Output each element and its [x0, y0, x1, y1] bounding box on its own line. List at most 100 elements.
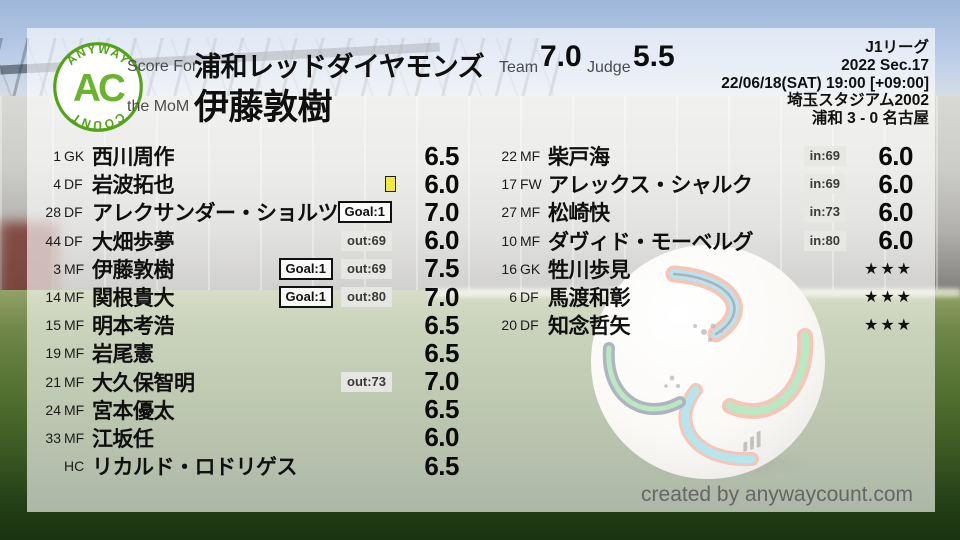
player-row: 27 MF 松崎快 in:73 6.0: [495, 197, 913, 227]
player-number: 24: [45, 401, 61, 418]
player-position: MF: [520, 204, 541, 221]
goal-badge: Goal:1: [278, 257, 333, 280]
team-name: 浦和レッドダイヤモンズ: [194, 52, 485, 82]
player-rating: 6.5: [424, 394, 459, 425]
unrated-stars: ★★★: [863, 317, 913, 335]
substitution-badge: out:69: [341, 230, 392, 251]
player-rating: 6.5: [424, 309, 459, 340]
player-position: DF: [64, 204, 83, 221]
player-rating: 6.0: [878, 168, 913, 199]
player-row: 16 GK 牲川歩見 ★★★: [495, 255, 913, 283]
player-name: アレクサンダー・ショルツ: [92, 202, 338, 226]
player-position: MF: [64, 429, 85, 446]
player-badges: in:73: [803, 202, 846, 223]
player-position: DF: [520, 317, 539, 334]
substitution-badge: out:80: [341, 287, 392, 308]
player-name: 宮本優太: [92, 399, 175, 423]
player-row: 15 MF 明本考浩 6.5: [35, 309, 459, 340]
player-number: 10: [501, 232, 517, 249]
player-number: 3: [53, 260, 61, 277]
player-name: 馬渡和彰: [548, 287, 631, 311]
season-section: 2022 Sec.17: [841, 56, 929, 74]
player-position: GK: [64, 148, 85, 165]
player-row: 21 MF 大久保智明 out:73 7.0: [35, 366, 459, 397]
player-row: HC リカルド・ロドリゲス 6.5: [35, 450, 460, 481]
mom-name: 伊藤敦樹: [194, 88, 333, 127]
player-number: 21: [45, 373, 61, 390]
player-rating: 7.5: [424, 253, 459, 284]
venue-name: 埼玉スタジアム2002: [787, 92, 929, 110]
player-position: DF: [64, 232, 83, 249]
player-number: 14: [45, 289, 61, 306]
player-rating: 6.5: [424, 337, 459, 368]
substitution-badge: in:69: [803, 146, 846, 167]
player-name: 岩尾憲: [92, 343, 154, 367]
player-number: 17: [501, 176, 517, 193]
player-position: MF: [64, 289, 85, 306]
player-number: 27: [501, 204, 517, 221]
player-row: 20 DF 知念哲矢 ★★★: [495, 311, 913, 339]
player-rating: 6.0: [424, 422, 459, 453]
player-name: ダヴィド・モーベルグ: [548, 230, 753, 254]
player-position: DF: [64, 176, 83, 193]
judge-score-label: Judge: [587, 59, 631, 76]
player-name: 牲川歩見: [548, 258, 631, 282]
starters-list: 1 GK 西川周作 6.5 4 DF 岩波拓也 6.0 28 DF アレクサンダー・ショルツ Goal…: [35, 141, 460, 481]
player-number: 16: [501, 260, 517, 277]
player-number: 6: [509, 289, 517, 306]
logo-monogram: AC: [73, 67, 125, 110]
player-name: アレックス・シャルク: [548, 174, 753, 198]
player-number: 28: [45, 204, 61, 221]
player-number: 19: [45, 345, 61, 362]
player-badges: Goal:1 out:80: [278, 286, 392, 309]
unrated-stars: ★★★: [863, 260, 913, 278]
player-name: 明本考浩: [92, 315, 175, 339]
anywaycount-logo: ANYWAY COUNT AC: [53, 42, 143, 132]
player-name: リカルド・ロドリゲス: [92, 456, 298, 480]
player-rating: 6.5: [424, 450, 459, 481]
score-for-label: Score For: [127, 58, 198, 75]
player-number: 15: [45, 317, 61, 334]
scorecard-panel: ANYWAY COUNT AC Score For 浦和レッドダイヤモンズ th…: [27, 28, 935, 512]
match-result: 浦和 3 - 0 名古屋: [811, 110, 929, 128]
player-row: 19 MF 岩尾憲 6.5: [35, 337, 459, 368]
player-name: 関根貴大: [92, 287, 174, 311]
team-score-value: 7.0: [540, 40, 582, 73]
player-name: 伊藤敦樹: [92, 258, 174, 282]
player-position: HC: [64, 458, 85, 475]
player-badges: in:69: [803, 174, 846, 195]
player-row: 10 MF ダヴィド・モーベルグ in:80 6.0: [495, 225, 913, 255]
player-rating: 7.0: [424, 366, 459, 397]
svg-text:COUNT: COUNT: [68, 110, 127, 132]
player-badges: in:69: [803, 146, 846, 167]
team-score-label: Team: [499, 59, 539, 76]
player-number: 20: [501, 317, 517, 334]
player-number: 33: [45, 429, 61, 446]
player-row: 33 MF 江坂任 6.0: [35, 422, 459, 453]
player-row: 22 MF 柴戸海 in:69 6.0: [495, 141, 913, 171]
substitution-badge: in:73: [803, 202, 846, 223]
footer-credit: created by anywaycount.com: [641, 483, 913, 506]
player-row: 6 DF 馬渡和彰 ★★★: [495, 283, 913, 311]
player-position: MF: [64, 317, 85, 334]
player-rating: 6.0: [424, 168, 459, 199]
player-row: 4 DF 岩波拓也 6.0: [35, 168, 459, 199]
player-number: 4: [53, 176, 61, 193]
player-position: GK: [520, 260, 541, 277]
substitution-badge: in:69: [803, 174, 846, 195]
goal-badge: Goal:1: [278, 286, 333, 309]
player-row: 14 MF 関根貴大 Goal:1 out:80 7.0: [35, 282, 459, 312]
player-name: 岩波拓也: [92, 174, 175, 198]
player-number: 22: [501, 148, 517, 165]
player-row: 17 FW アレックス・シャルク in:69 6.0: [495, 168, 913, 199]
player-name: 大畑歩夢: [92, 230, 175, 254]
player-badges: out:73: [341, 371, 392, 392]
league-name: J1リーグ: [865, 39, 929, 56]
player-name: 柴戸海: [548, 146, 610, 170]
player-row: 44 DF 大畑歩夢 out:69 6.0: [35, 225, 459, 255]
player-badges: in:80: [803, 230, 846, 251]
unrated-stars: ★★★: [863, 289, 913, 307]
player-number: 44: [45, 232, 61, 249]
player-badges: Goal:1: [337, 201, 392, 224]
